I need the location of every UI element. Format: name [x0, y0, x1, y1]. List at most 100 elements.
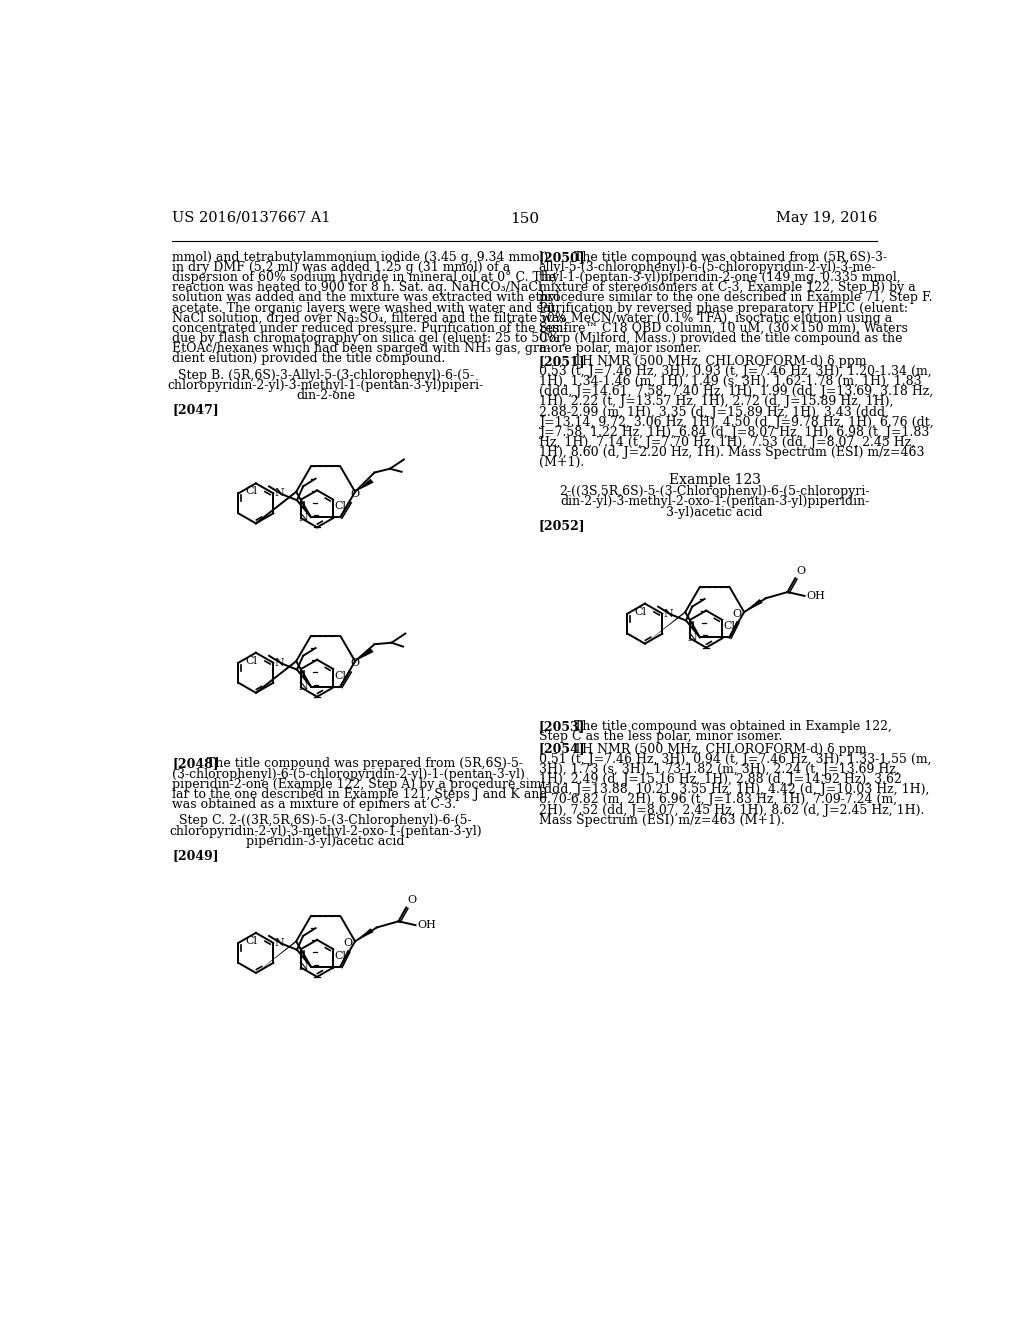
Text: allyl-5-(3-chlorophenyl)-6-(5-chloropyridin-2-yl)-3-me-: allyl-5-(3-chlorophenyl)-6-(5-chloropyri…	[539, 261, 877, 275]
Text: din-2-yl)-3-methyl-2-oxo-1-(pentan-3-yl)piperidin-: din-2-yl)-3-methyl-2-oxo-1-(pentan-3-yl)…	[560, 495, 869, 508]
Text: [2049]: [2049]	[172, 849, 219, 862]
Text: O: O	[732, 609, 741, 619]
Text: dient elution) provided the title compound.: dient elution) provided the title compou…	[172, 352, 445, 366]
Text: mixture of stereoisomers at C-3, Example 122, Step B) by a: mixture of stereoisomers at C-3, Example…	[539, 281, 915, 294]
Text: din-2-one: din-2-one	[296, 389, 355, 403]
Text: N: N	[274, 657, 285, 668]
Text: The title compound was obtained from (5R,6S)-3-: The title compound was obtained from (5R…	[573, 251, 887, 264]
Text: 1H NMR (500 MHz, CHLOROFORM-d) δ ppm: 1H NMR (500 MHz, CHLOROFORM-d) δ ppm	[573, 743, 866, 755]
Text: O: O	[350, 488, 359, 499]
Polygon shape	[256, 941, 297, 973]
Text: N: N	[664, 609, 674, 619]
Text: N: N	[299, 513, 308, 523]
Text: N: N	[688, 634, 697, 643]
Text: 2-((3S,5R,6S)-5-(3-Chlorophenyl)-6-(5-chloropyri-: 2-((3S,5R,6S)-5-(3-Chlorophenyl)-6-(5-ch…	[559, 486, 870, 498]
Text: Example 123: Example 123	[669, 473, 761, 487]
Text: 6.70-6.82 (m, 2H), 6.96 (t, J=1.83 Hz, 1H), 7.09-7.24 (m,: 6.70-6.82 (m, 2H), 6.96 (t, J=1.83 Hz, 1…	[539, 793, 897, 807]
Text: Step C as the less polar, minor isomer.: Step C as the less polar, minor isomer.	[539, 730, 782, 743]
Text: (ddd, J=14.61, 7.58, 7.40 Hz, 1H), 1.99 (dd, J=13.69, 3.18 Hz,: (ddd, J=14.61, 7.58, 7.40 Hz, 1H), 1.99 …	[539, 385, 933, 399]
Text: 1H), 2.22 (t, J=13.57 Hz, 1H), 2.72 (d, J=15.89 Hz, 1H),: 1H), 2.22 (t, J=13.57 Hz, 1H), 2.72 (d, …	[539, 396, 893, 408]
Text: piperidin-3-yl)acetic acid: piperidin-3-yl)acetic acid	[247, 834, 404, 847]
Text: J=13.14, 9.72, 3.06 Hz, 1H), 4.50 (d, J=9.78 Hz, 1H), 6.76 (dt,: J=13.14, 9.72, 3.06 Hz, 1H), 4.50 (d, J=…	[539, 416, 933, 429]
Text: [2047]: [2047]	[172, 403, 219, 416]
Text: 1H), 1.34-1.46 (m, 1H), 1.49 (s, 3H), 1.62-1.78 (m, 1H), 1.83: 1H), 1.34-1.46 (m, 1H), 1.49 (s, 3H), 1.…	[539, 375, 922, 388]
Text: more polar, major isomer.: more polar, major isomer.	[539, 342, 701, 355]
Text: N: N	[274, 488, 285, 499]
Text: Corp (Milford, Mass.) provided the title compound as the: Corp (Milford, Mass.) provided the title…	[539, 333, 902, 345]
Text: 0.51 (t, J=7.46 Hz, 3H), 0.94 (t, J=7.46 Hz, 3H), 1.33-1.55 (m,: 0.51 (t, J=7.46 Hz, 3H), 0.94 (t, J=7.46…	[539, 752, 931, 766]
Polygon shape	[355, 648, 374, 661]
Text: OH: OH	[417, 920, 436, 931]
Text: O: O	[343, 939, 352, 948]
Text: [2053]: [2053]	[539, 719, 586, 733]
Text: 0.53 (t, J=7.46 Hz, 3H), 0.93 (t, J=7.46 Hz, 3H), 1.20-1.34 (m,: 0.53 (t, J=7.46 Hz, 3H), 0.93 (t, J=7.46…	[539, 364, 932, 378]
Text: 1H NMR (500 MHz, CHLOROFORM-d) δ ppm: 1H NMR (500 MHz, CHLOROFORM-d) δ ppm	[573, 355, 866, 368]
Polygon shape	[355, 479, 374, 492]
Text: [2048]: [2048]	[172, 758, 219, 771]
Text: Step C. 2-((3R,5R,6S)-5-(3-Chlorophenyl)-6-(5-: Step C. 2-((3R,5R,6S)-5-(3-Chlorophenyl)…	[179, 814, 472, 828]
Text: Hz, 1H), 7.14 (t, J=7.70 Hz, 1H), 7.53 (dd, J=8.07, 2.45 Hz,: Hz, 1H), 7.14 (t, J=7.70 Hz, 1H), 7.53 (…	[539, 436, 914, 449]
Text: N: N	[299, 682, 308, 692]
Text: O: O	[407, 895, 416, 906]
Text: chloropyridin-2-yl)-3-methyl-2-oxo-1-(pentan-3-yl): chloropyridin-2-yl)-3-methyl-2-oxo-1-(pe…	[169, 825, 482, 838]
Polygon shape	[645, 612, 686, 644]
Text: (M+1).: (M+1).	[539, 457, 584, 470]
Text: 50% MeCN/water (0.1% TFA), isocratic elution) using a: 50% MeCN/water (0.1% TFA), isocratic elu…	[539, 312, 892, 325]
Text: May 19, 2016: May 19, 2016	[776, 211, 878, 224]
Text: 3-yl)acetic acid: 3-yl)acetic acid	[667, 506, 763, 519]
Text: chloropyridin-2-yl)-3-methyl-1-(pentan-3-yl)piperi-: chloropyridin-2-yl)-3-methyl-1-(pentan-3…	[168, 379, 483, 392]
Text: The title compound was obtained in Example 122,: The title compound was obtained in Examp…	[573, 719, 892, 733]
Text: piperidin-2-one (Example 122, Step A) by a procedure simi-: piperidin-2-one (Example 122, Step A) by…	[172, 777, 550, 791]
Text: O: O	[350, 659, 359, 668]
Text: 1H), 8.60 (d, J=2.20 Hz, 1H). Mass Spectrum (ESI) m/z=463: 1H), 8.60 (d, J=2.20 Hz, 1H). Mass Spect…	[539, 446, 925, 459]
Text: reaction was heated to 900 for 8 h. Sat. aq. NaHCO₃/NaCl: reaction was heated to 900 for 8 h. Sat.…	[172, 281, 542, 294]
Text: Sunfire™ C18 OBD column, 10 uM, (30×150 mm), Waters: Sunfire™ C18 OBD column, 10 uM, (30×150 …	[539, 322, 907, 335]
Text: N: N	[274, 939, 285, 948]
Text: OH: OH	[806, 591, 825, 601]
Text: Cl: Cl	[335, 950, 347, 961]
Text: The title compound was prepared from (5R,6S)-5-: The title compound was prepared from (5R…	[207, 758, 523, 771]
Text: NaCl solution, dried over Na₂SO₄, filtered and the filtrate was: NaCl solution, dried over Na₂SO₄, filter…	[172, 312, 566, 325]
Text: 2.88-2.99 (m, 1H), 3.35 (d, J=15.89 Hz, 1H), 3.43 (ddd,: 2.88-2.99 (m, 1H), 3.35 (d, J=15.89 Hz, …	[539, 405, 889, 418]
Text: thyl-1-(pentan-3-yl)piperidin-2-one (149 mg, 0.335 mmol,: thyl-1-(pentan-3-yl)piperidin-2-one (149…	[539, 271, 900, 284]
Text: acetate. The organic layers were washed with water and sat.: acetate. The organic layers were washed …	[172, 302, 559, 314]
Text: [2054]: [2054]	[539, 743, 586, 755]
Text: [2051]: [2051]	[539, 355, 586, 368]
Text: due by flash chromatography on silica gel (eluent: 25 to 50%: due by flash chromatography on silica ge…	[172, 333, 559, 345]
Text: Cl: Cl	[245, 486, 257, 496]
Text: Cl: Cl	[245, 656, 257, 665]
Text: Cl: Cl	[245, 936, 257, 946]
Text: mmol) and tetrabutylammonium iodide (3.45 g, 9.34 mmol): mmol) and tetrabutylammonium iodide (3.4…	[172, 251, 549, 264]
Polygon shape	[256, 492, 297, 523]
Text: N: N	[299, 962, 308, 973]
Polygon shape	[256, 661, 297, 693]
Text: Cl: Cl	[335, 671, 347, 681]
Text: was obtained as a mixture of epimers at C-3.: was obtained as a mixture of epimers at …	[172, 799, 456, 810]
Text: procedure similar to the one described in Example 71, Step F.: procedure similar to the one described i…	[539, 292, 932, 305]
Text: EtOAc/hexanes which had been sparged with NH₃ gas, gra-: EtOAc/hexanes which had been sparged wit…	[172, 342, 551, 355]
Text: O: O	[796, 566, 805, 576]
Text: 2H), 7.52 (dd, J=8.07, 2.45 Hz, 1H), 8.62 (d, J=2.45 Hz, 1H).: 2H), 7.52 (dd, J=8.07, 2.45 Hz, 1H), 8.6…	[539, 804, 924, 817]
Text: Purification by reversed phase preparatory HPLC (eluent:: Purification by reversed phase preparato…	[539, 302, 907, 314]
Polygon shape	[355, 928, 374, 941]
Polygon shape	[744, 599, 763, 612]
Text: lar to the one described in Example 121, Steps J and K and: lar to the one described in Example 121,…	[172, 788, 548, 801]
Text: Cl: Cl	[634, 607, 646, 616]
Text: Step B. (5R,6S)-3-Allyl-5-(3-chlorophenyl)-6-(5-: Step B. (5R,6S)-3-Allyl-5-(3-chloropheny…	[177, 368, 474, 381]
Text: 1H), 2.49 (d, J=15.16 Hz, 1H), 2.88 (d, J=14.92 Hz), 3.62: 1H), 2.49 (d, J=15.16 Hz, 1H), 2.88 (d, …	[539, 774, 901, 785]
Text: [2050]: [2050]	[539, 251, 586, 264]
Text: Cl: Cl	[724, 622, 736, 631]
Text: concentrated under reduced pressure. Purification of the resi-: concentrated under reduced pressure. Pur…	[172, 322, 567, 335]
Text: dispersion of 60% sodium hydride in mineral oil at 0° C. The: dispersion of 60% sodium hydride in mine…	[172, 271, 556, 284]
Text: US 2016/0137667 A1: US 2016/0137667 A1	[172, 211, 331, 224]
Text: J=7.58, 1.22 Hz, 1H), 6.84 (d, J=8.07 Hz, 1H), 6.98 (t, J=1.83: J=7.58, 1.22 Hz, 1H), 6.84 (d, J=8.07 Hz…	[539, 426, 929, 438]
Text: Mass Spectrum (ESI) m/z=463 (M+1).: Mass Spectrum (ESI) m/z=463 (M+1).	[539, 813, 784, 826]
Text: 3H), 1.73 (s, 3H), 1.73-1.82 (m, 3H), 2.24 (t, J=13.69 Hz,: 3H), 1.73 (s, 3H), 1.73-1.82 (m, 3H), 2.…	[539, 763, 899, 776]
Text: solution was added and the mixture was extracted with ethyl: solution was added and the mixture was e…	[172, 292, 560, 305]
Text: [2052]: [2052]	[539, 520, 586, 532]
Text: in dry DMF (5.2 ml) was added 1.25 g (31 mmol) of a: in dry DMF (5.2 ml) was added 1.25 g (31…	[172, 261, 510, 275]
Text: 150: 150	[510, 213, 540, 226]
Text: (3-chlorophenyl)-6-(5-chloropyridin-2-yl)-1-(pentan-3-yl): (3-chlorophenyl)-6-(5-chloropyridin-2-yl…	[172, 768, 525, 780]
Text: Cl: Cl	[335, 502, 347, 511]
Text: (ddd, J=13.88, 10.21, 3.55 Hz, 1H), 4.42 (d, J=10.03 Hz, 1H),: (ddd, J=13.88, 10.21, 3.55 Hz, 1H), 4.42…	[539, 783, 929, 796]
